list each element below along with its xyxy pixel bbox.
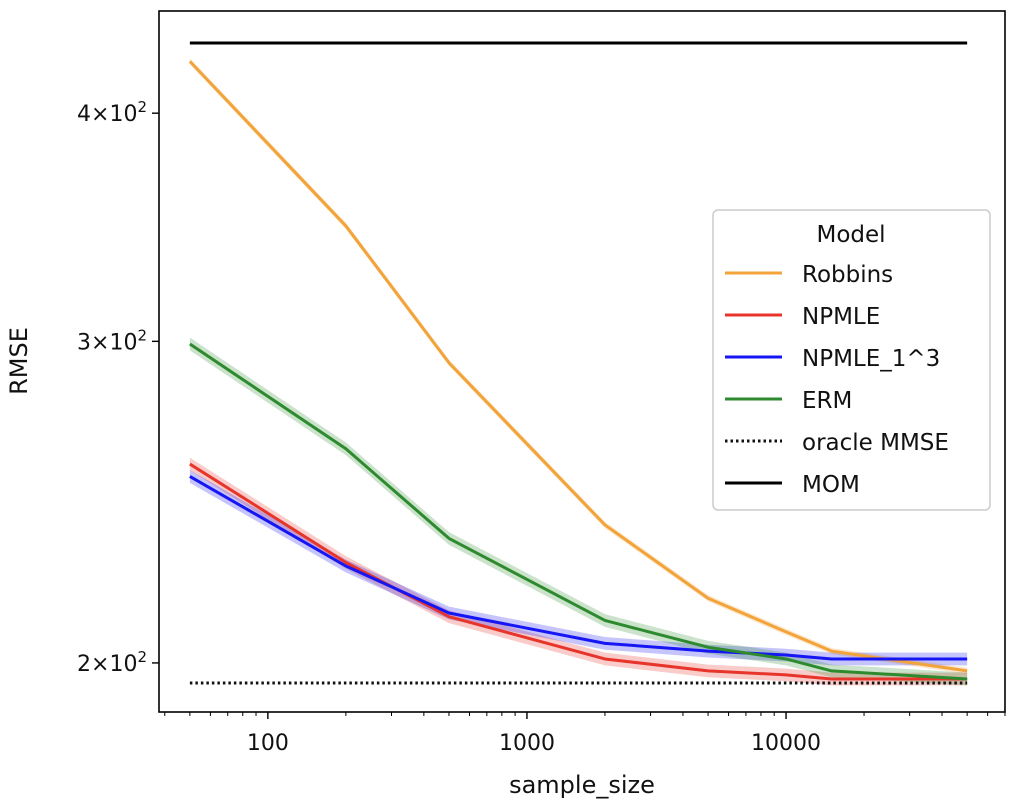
y-axis-ticks: 2×102 3×102 4×102 xyxy=(77,98,159,677)
y-axis-label: RMSE xyxy=(5,327,33,395)
x-tick-label: 100 xyxy=(247,731,289,756)
erm-line xyxy=(189,342,968,681)
legend-label-npmle-1-3: NPMLE_1^3 xyxy=(802,346,940,372)
legend-title: Model xyxy=(816,222,885,248)
legend-label-npmle: NPMLE xyxy=(802,304,880,330)
y-tick-label: 3×102 xyxy=(77,326,147,355)
error-bands xyxy=(189,58,968,686)
npmle-1-3-line xyxy=(189,475,968,661)
y-tick-label: 4×102 xyxy=(77,98,147,127)
legend-label-erm: ERM xyxy=(802,388,852,414)
y-tick-label: 2×102 xyxy=(77,648,147,677)
x-axis-ticks: 100 1000 10000 xyxy=(164,712,1006,756)
legend-label-robbins: Robbins xyxy=(802,262,893,288)
legend-box xyxy=(712,209,991,511)
legend: Model Robbins NPMLE NPMLE_1^3 ERM oracle MMS… xyxy=(712,209,991,511)
series-lines xyxy=(188,41,968,685)
legend-label-oracle-mmse: oracle MMSE xyxy=(802,430,949,456)
plot-frame xyxy=(158,10,1006,713)
x-tick-label: 10000 xyxy=(751,731,821,756)
x-axis-label: sample_size xyxy=(509,771,655,799)
x-tick-label: 1000 xyxy=(499,731,555,756)
npmle-line xyxy=(189,462,968,681)
legend-entries: Robbins NPMLE NPMLE_1^3 ERM oracle MMSE MOM xyxy=(725,262,949,498)
legend-label-mom: MOM xyxy=(802,472,860,498)
npmle-1-3-band xyxy=(189,470,968,666)
robbins-line xyxy=(188,60,968,673)
